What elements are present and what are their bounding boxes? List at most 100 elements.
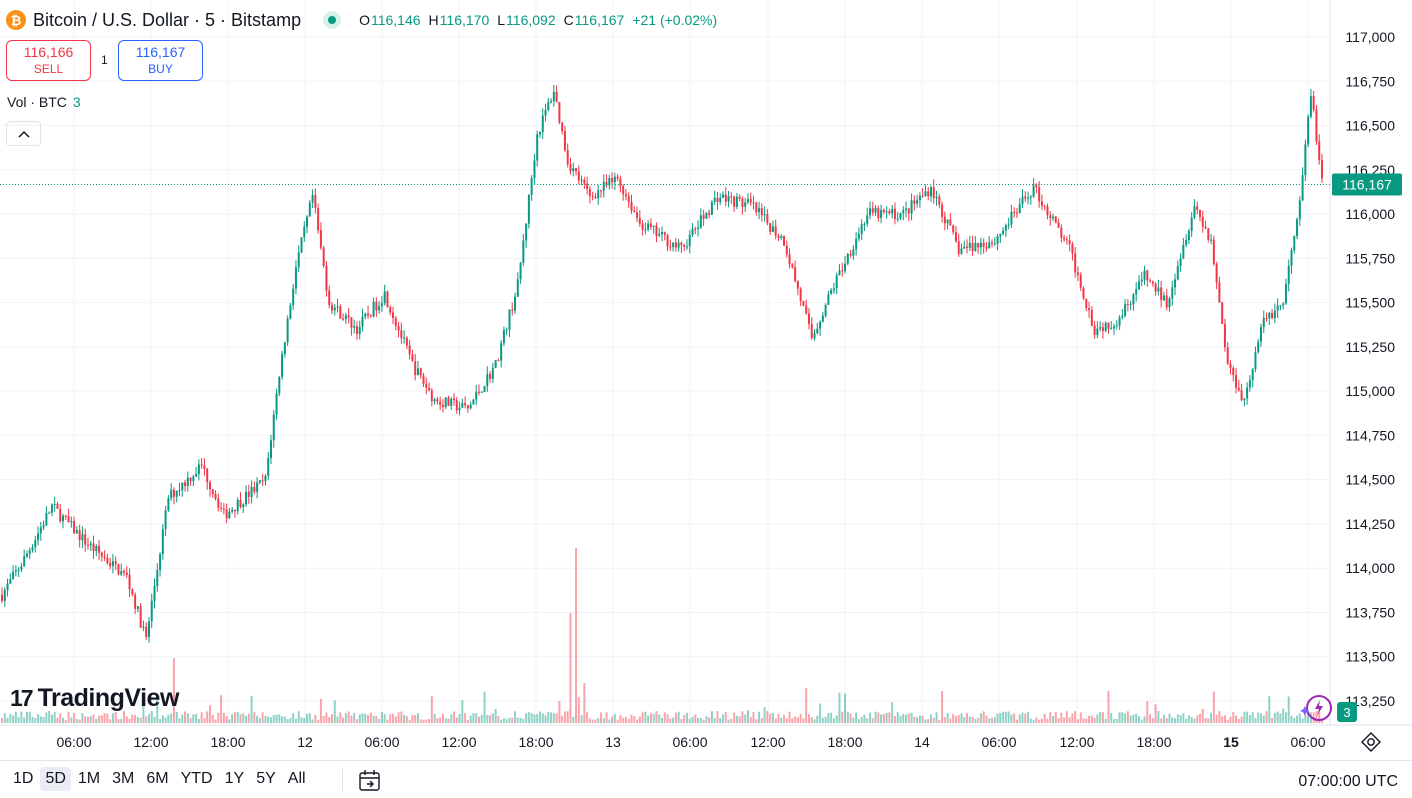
candle-body — [1196, 206, 1199, 210]
sell-button[interactable]: 116,166 SELL — [6, 40, 91, 81]
volume-bar — [164, 717, 167, 723]
high-value: 116,170 — [439, 12, 490, 28]
candle-body — [347, 315, 350, 318]
range-button-all[interactable]: All — [287, 770, 306, 787]
candle-body — [1226, 347, 1229, 364]
volume-bar — [1235, 715, 1238, 723]
volume-bar — [1063, 717, 1066, 723]
price-chart[interactable]: 113,250 113,500 113,750 114,000 114,250 114,5… — [0, 0, 1412, 760]
candle-body — [558, 102, 561, 123]
range-button-6m[interactable]: 6M — [146, 770, 169, 787]
candle-body — [372, 301, 375, 317]
volume-bar — [408, 719, 411, 723]
volume-bar — [242, 713, 245, 723]
volume-bar — [796, 717, 799, 723]
sparkle-ai-icon[interactable] — [1300, 694, 1336, 729]
candle-body — [1304, 144, 1307, 176]
range-button-1m[interactable]: 1M — [77, 770, 101, 787]
candle-body — [605, 182, 608, 186]
volume-bar — [927, 719, 930, 723]
volume-bar — [411, 715, 414, 723]
candle-body — [957, 241, 960, 254]
volume-bar — [253, 712, 256, 723]
volume-bar — [608, 719, 611, 723]
candle-body — [572, 168, 575, 172]
candle-body — [1115, 325, 1118, 327]
range-button-ytd[interactable]: YTD — [180, 770, 213, 787]
candle-body — [538, 132, 541, 135]
candle-body — [780, 236, 783, 239]
volume-bar — [874, 711, 877, 723]
range-button-1y[interactable]: 1Y — [224, 770, 245, 787]
candle-body — [1132, 294, 1135, 305]
candle-body — [910, 200, 913, 214]
volume-bar — [935, 712, 938, 723]
candle-body — [39, 527, 42, 534]
candle-body — [1143, 270, 1146, 280]
candle-body — [464, 402, 467, 406]
volume-bar — [450, 714, 453, 723]
buy-button[interactable]: 116,167 BUY — [118, 40, 203, 81]
range-button-3m[interactable]: 3M — [112, 770, 135, 787]
range-button-5d[interactable]: 5D — [40, 767, 71, 791]
candle-body — [963, 246, 966, 249]
price-tick-label: 115,750 — [1345, 250, 1395, 266]
range-button-5y[interactable]: 5Y — [256, 770, 276, 787]
volume-bar — [3, 713, 6, 723]
candle-body — [350, 317, 353, 328]
candle-body — [1210, 239, 1213, 241]
tradingview-logo[interactable]: 17 TradingView — [10, 684, 179, 713]
candle-body — [835, 275, 838, 289]
candle-body — [594, 196, 597, 199]
collapse-legend-button[interactable] — [6, 121, 41, 146]
volume-bar — [150, 711, 153, 723]
volume-bar — [735, 715, 738, 723]
candle-body — [1168, 298, 1171, 308]
volume-bar — [120, 718, 123, 723]
market-status-icon[interactable] — [323, 11, 342, 29]
candle-body — [913, 200, 916, 204]
candle-body — [253, 486, 256, 492]
candle-body — [150, 600, 153, 622]
candle-body — [1149, 280, 1152, 282]
candle-body — [453, 398, 456, 400]
candle-body — [1160, 287, 1163, 301]
volume-bar — [630, 714, 633, 723]
volume-bar — [161, 715, 164, 723]
volume-bar — [758, 711, 761, 723]
candle-body — [1307, 116, 1310, 145]
volume-bar — [350, 715, 353, 723]
volume-bar — [680, 719, 683, 723]
price-tick-label: 114,250 — [1345, 516, 1395, 532]
candle-body — [563, 131, 566, 151]
candle-body — [830, 290, 833, 295]
candle-body — [852, 249, 855, 256]
candle-body — [281, 353, 284, 378]
symbol-title[interactable]: Bitcoin / U.S. Dollar · 5 · Bitstamp — [33, 9, 302, 30]
candle-body — [430, 390, 433, 402]
volume-bar — [525, 713, 528, 723]
candle-body — [644, 229, 647, 231]
go-to-date-icon[interactable] — [358, 769, 382, 798]
range-button-1d[interactable]: 1D — [13, 770, 34, 787]
volume-bar — [258, 718, 261, 723]
candle-body — [680, 242, 683, 246]
volume-bar — [364, 713, 367, 723]
candle-body — [228, 511, 231, 519]
volume-bar — [1223, 715, 1226, 723]
chevron-up-icon — [17, 130, 30, 138]
candle-body — [14, 570, 17, 572]
candle-body — [292, 288, 295, 306]
alert-count-badge[interactable]: 3 — [1337, 702, 1357, 722]
candle-body — [1298, 200, 1301, 220]
candle-body — [691, 228, 694, 235]
utc-clock[interactable]: 07:00:00 UTC — [1298, 773, 1398, 790]
volume-bar — [14, 711, 17, 723]
volume-bar — [211, 714, 214, 723]
settings-gear-icon[interactable] — [1361, 732, 1381, 757]
candle-body — [45, 513, 48, 526]
volume-bar — [860, 716, 863, 723]
candle-body — [821, 315, 824, 322]
volume-legend[interactable]: Vol · BTC 3 — [7, 94, 81, 110]
volume-bar — [561, 715, 564, 723]
